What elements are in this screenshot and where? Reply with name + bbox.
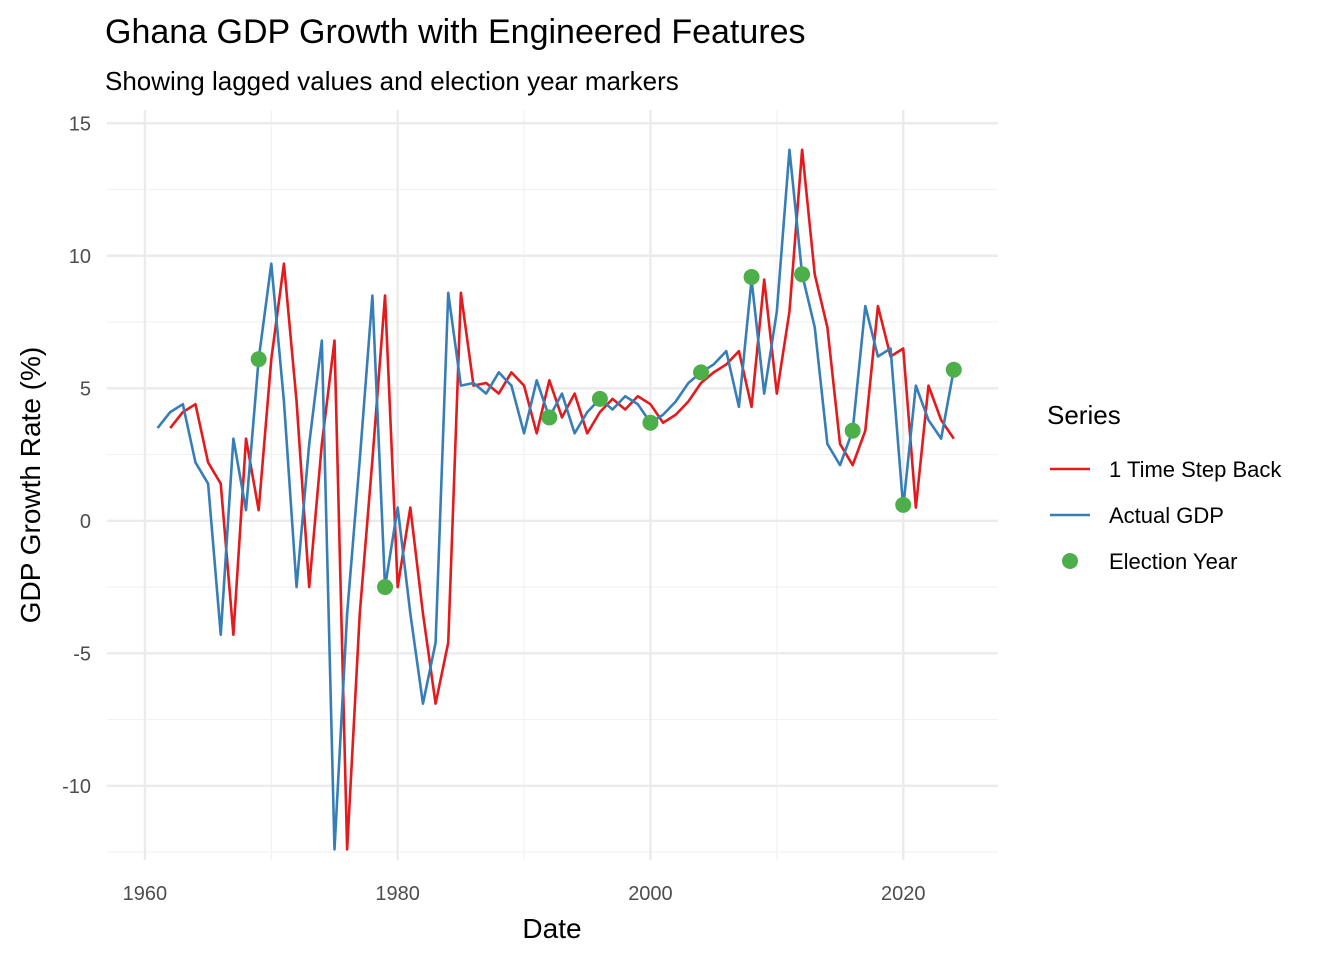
election-point	[541, 409, 558, 426]
legend-label-actual: Actual GDP	[1109, 503, 1224, 528]
election-point	[794, 266, 811, 283]
legend-title: Series	[1047, 400, 1121, 430]
election-point	[642, 414, 659, 431]
legend: Series 1 Time Step Back Actual GDP Elect…	[1047, 400, 1282, 574]
election-point	[844, 422, 861, 439]
election-point	[895, 496, 912, 513]
series-line-actual-gdp	[156, 148, 956, 851]
election-point	[591, 390, 608, 407]
y-tick-label: -5	[73, 643, 91, 665]
election-points	[250, 266, 962, 596]
legend-label-lagged: 1 Time Step Back	[1109, 457, 1282, 482]
y-tick-label: 15	[69, 113, 91, 135]
series-line-1-time-step-back	[169, 148, 955, 851]
chart-subtitle: Showing lagged values and election year …	[105, 66, 679, 96]
election-point	[945, 361, 962, 378]
x-axis-ticks: 1960 1980 2000 2020	[123, 883, 926, 905]
y-axis-ticks: -10 -5 0 5 10 15	[62, 113, 91, 798]
legend-key-election	[1062, 553, 1078, 569]
election-point	[250, 351, 267, 368]
x-axis-title: Date	[522, 913, 581, 944]
plot-series	[156, 148, 956, 851]
y-axis-title: GDP Growth Rate (%)	[15, 347, 46, 623]
y-tick-label: 5	[80, 378, 91, 400]
election-point	[743, 268, 760, 285]
legend-label-election: Election Year	[1109, 549, 1237, 574]
x-tick-label: 2020	[881, 883, 926, 905]
y-tick-label: 0	[80, 511, 91, 533]
x-tick-label: 1980	[375, 883, 420, 905]
election-point	[693, 364, 709, 381]
x-tick-label: 2000	[628, 883, 673, 905]
x-tick-label: 1960	[123, 883, 168, 905]
y-tick-label: -10	[62, 776, 91, 798]
election-point	[377, 579, 394, 596]
chart-title: Ghana GDP Growth with Engineered Feature…	[105, 13, 806, 51]
y-tick-label: 10	[69, 246, 91, 268]
